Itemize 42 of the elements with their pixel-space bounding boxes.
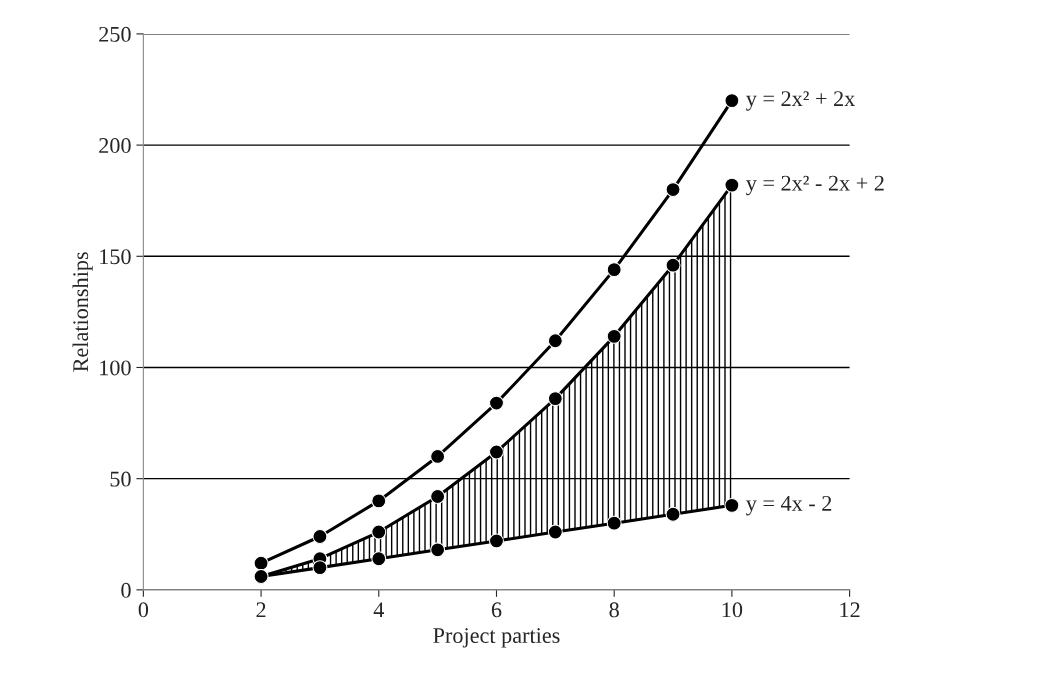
- point: [547, 524, 563, 540]
- point: [312, 560, 328, 576]
- point: [606, 515, 622, 531]
- point: [665, 257, 681, 273]
- point: [724, 497, 740, 513]
- y-axis-title: Relationships: [72, 252, 93, 372]
- point: [606, 328, 622, 344]
- x-tick-label: 4: [373, 602, 384, 618]
- point: [371, 493, 387, 509]
- y-tick-label: 250: [99, 26, 131, 42]
- point: [430, 542, 446, 558]
- y-tick-label: 50: [110, 471, 131, 487]
- point: [430, 448, 446, 464]
- y-tick-label: 150: [100, 249, 131, 265]
- x-tick-label: 12: [840, 602, 860, 618]
- point: [371, 551, 387, 567]
- point: [371, 524, 387, 540]
- point: [489, 444, 504, 460]
- point: [489, 533, 504, 549]
- point: [489, 395, 504, 411]
- series-label: y = 2x² - 2x + 2: [746, 175, 884, 196]
- point: [724, 177, 740, 193]
- x-tick-label: 8: [609, 602, 619, 618]
- y-tick-label: 0: [121, 582, 131, 598]
- point: [547, 391, 563, 407]
- y-tick-label: 100: [100, 360, 131, 376]
- point: [724, 93, 740, 109]
- point: [312, 529, 328, 544]
- x-tick-label: 0: [138, 602, 149, 618]
- x-axis-title: Project parties: [433, 628, 560, 648]
- series-label: y = 2x² + 2x: [746, 91, 856, 111]
- x-tick-label: 10: [722, 602, 743, 618]
- point: [547, 333, 563, 349]
- point: [665, 506, 681, 522]
- point: [665, 182, 681, 198]
- y-tick-label: 200: [99, 138, 131, 154]
- point: [430, 488, 446, 504]
- x-tick-label: 6: [491, 602, 502, 618]
- x-tick-label: 2: [256, 602, 266, 618]
- point: [606, 262, 622, 278]
- series-label: y = 4x - 2: [746, 495, 832, 516]
- point: [253, 555, 269, 571]
